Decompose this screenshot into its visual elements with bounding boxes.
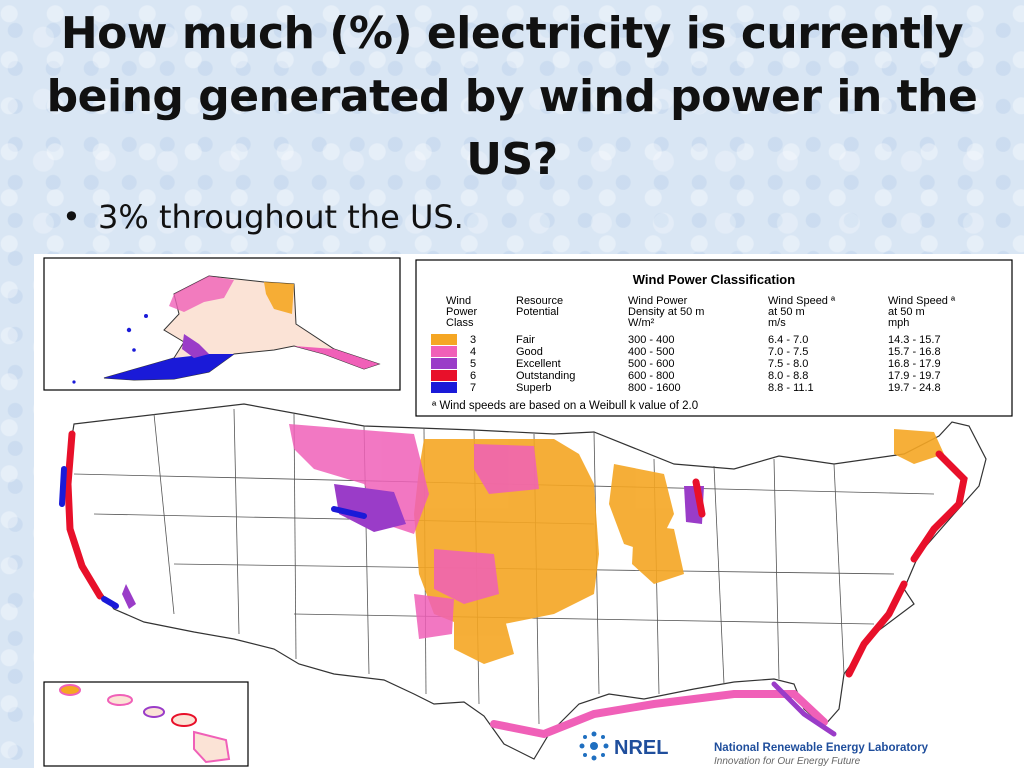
wind-resource-map: Wind Power Classification Wind Power Cla… (34, 254, 1024, 768)
header-potential-1: Resource (516, 295, 563, 307)
nrel-name: National Renewable Energy Laboratory (714, 742, 929, 754)
legend-swatch-class-7 (431, 382, 457, 393)
legend-swatch-class-4 (431, 346, 457, 357)
wind-legend: Wind Power Classification Wind Power Cla… (415, 259, 1013, 417)
header-speed-mph-3: mph (888, 317, 909, 329)
header-class-3: Class (446, 317, 474, 329)
legend-cell-class: 6 (470, 370, 476, 382)
nrel-burst-icon (579, 731, 609, 761)
legend-cell-potential: Good (516, 346, 543, 358)
slide-title: How much (%) electricity is currently be… (46, 8, 978, 185)
legend-cell-class: 4 (470, 346, 476, 358)
legend-cell-speed-ms: 7.5 - 8.0 (768, 358, 808, 370)
legend-cell-class: 7 (470, 382, 476, 394)
header-speed-ms-1: Wind Speed ª (768, 295, 836, 307)
legend-cell-potential: Superb (516, 382, 551, 394)
legend-cell-class: 5 (470, 358, 476, 370)
map-svg: Wind Power Classification Wind Power Cla… (43, 257, 1013, 767)
legend-cell-speed-ms: 7.0 - 7.5 (768, 346, 808, 358)
nrel-logo: NREL National Renewable Energy Laborator… (579, 731, 929, 767)
legend-cell-density: 400 - 500 (628, 346, 674, 358)
legend-cell-potential: Outstanding (516, 370, 575, 382)
legend-cell-speed-ms: 8.8 - 11.1 (768, 382, 814, 394)
header-density-1: Wind Power (628, 295, 688, 307)
legend-cell-density: 600 - 800 (628, 370, 674, 382)
legend-cell-speed-ms: 6.4 - 7.0 (768, 334, 808, 346)
legend-cell-speed-mph: 17.9 - 19.7 (888, 370, 941, 382)
legend-cell-potential: Excellent (516, 358, 561, 370)
header-class-1: Wind (446, 295, 471, 307)
header-speed-mph-1: Wind Speed ª (888, 295, 956, 307)
legend-cell-speed-mph: 19.7 - 24.8 (888, 382, 941, 394)
contiguous-us-map (59, 403, 987, 760)
legend-footnote: ª Wind speeds are based on a Weibull k v… (432, 400, 698, 412)
legend-title: Wind Power Classification (633, 272, 795, 287)
header-density-3: W/m² (628, 317, 655, 329)
legend-swatch-class-6 (431, 370, 457, 381)
legend-cell-speed-ms: 8.0 - 8.8 (768, 370, 808, 382)
header-speed-ms-3: m/s (768, 317, 786, 329)
legend-cell-density: 800 - 1600 (628, 382, 681, 394)
legend-cell-speed-mph: 14.3 - 15.7 (888, 334, 941, 346)
legend-cell-speed-mph: 15.7 - 16.8 (888, 346, 941, 358)
legend-cell-density: 500 - 600 (628, 358, 674, 370)
header-potential-2: Potential (516, 306, 559, 318)
nrel-acronym: NREL (614, 737, 668, 759)
alaska-inset (43, 257, 401, 391)
header-class-2: Power (446, 306, 478, 318)
legend-cell-density: 300 - 400 (628, 334, 674, 346)
legend-cell-speed-mph: 16.8 - 17.9 (888, 358, 941, 370)
header-speed-mph-2: at 50 m (888, 306, 925, 318)
header-density-2: Density at 50 m (628, 306, 704, 318)
legend-swatch-class-3 (431, 334, 457, 345)
hawaii-inset (43, 681, 249, 767)
header-speed-ms-2: at 50 m (768, 306, 805, 318)
bullet-list: 3% throughout the US. (58, 198, 958, 236)
legend-cell-class: 3 (470, 334, 476, 346)
legend-cell-potential: Fair (516, 334, 535, 346)
legend-rows: 3 Fair 300 - 400 6.4 - 7.0 14.3 - 15.7 4 Good 4… (431, 334, 941, 394)
legend-swatch-class-5 (431, 358, 457, 369)
nrel-tagline: Innovation for Our Energy Future (714, 756, 861, 767)
bullet-item: 3% throughout the US. (58, 198, 958, 236)
